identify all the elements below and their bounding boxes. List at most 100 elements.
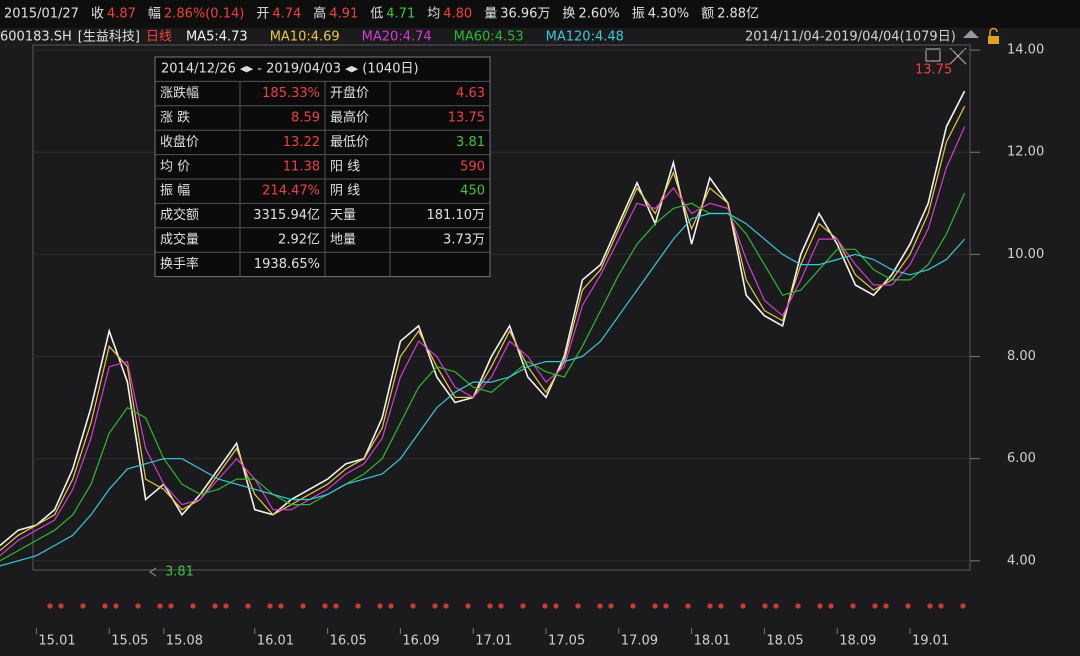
signal-marker [465, 603, 471, 609]
price-annotation: 3.81 [165, 565, 194, 580]
stat-value: 1938.65% [254, 257, 320, 272]
info-stock-name: [生益科技] [78, 30, 140, 45]
x-tick-label: 16.09 [402, 634, 439, 649]
signal-marker [322, 603, 328, 609]
signal-marker [223, 603, 229, 609]
signal-marker [168, 603, 174, 609]
signal-marker [190, 603, 196, 609]
x-tick-label: 15.01 [38, 634, 75, 649]
signal-marker [707, 603, 713, 609]
stat-label: 均 价 [160, 159, 190, 174]
signal-marker [685, 603, 691, 609]
signal-marker [300, 603, 306, 609]
ma-line [0, 212, 966, 567]
signal-marker [388, 603, 394, 609]
signal-marker [432, 603, 438, 609]
header-value: 2.86%(0.14) [164, 7, 244, 22]
x-tick-label: 17.01 [475, 634, 512, 649]
signal-marker [102, 603, 108, 609]
x-tick-label: 16.05 [330, 634, 367, 649]
toolbar-icons [925, 27, 999, 65]
signal-marker [597, 603, 603, 609]
ma-line [0, 90, 966, 547]
header-value: 4.91 [329, 7, 358, 22]
y-tick-label: 4.00 [1007, 553, 1036, 568]
signal-marker [652, 603, 658, 609]
stat-label: 阴 线 [330, 184, 360, 199]
x-tick-label: 18.01 [694, 634, 731, 649]
stat-label: 涨 跌 [160, 110, 190, 126]
signal-marker [355, 603, 361, 609]
header-label: 量 [484, 7, 497, 22]
signal-marker [542, 603, 548, 609]
stat-value: 181.10万 [427, 208, 486, 223]
signal-marker [575, 603, 581, 609]
stat-value: 450 [460, 184, 485, 199]
signal-marker [47, 603, 53, 609]
header-label: 换 [562, 7, 575, 22]
signal-marker [113, 603, 119, 609]
x-tick-label: 15.05 [111, 634, 148, 649]
signal-marker [960, 603, 966, 609]
x-tick-label: 17.05 [548, 634, 585, 649]
signal-marker [58, 603, 64, 609]
signal-marker [212, 603, 218, 609]
stat-value: 3315.94亿 [253, 208, 320, 223]
ma-line [0, 192, 966, 562]
legend-entry: MA20:4.74 [362, 30, 432, 45]
stat-label: 振 幅 [160, 184, 190, 199]
signal-marker [773, 603, 779, 609]
signal-marker [608, 603, 614, 609]
header-value: 4.74 [272, 7, 301, 22]
signal-marker [718, 603, 724, 609]
stat-value: 590 [460, 159, 485, 174]
stat-label: 换手率 [160, 256, 199, 272]
stat-value: 185.33% [262, 86, 320, 101]
stat-label: 开盘价 [330, 85, 369, 101]
header-label: 收 [91, 7, 104, 22]
stat-value: 4.63 [456, 86, 485, 101]
header-label: 高 [313, 6, 326, 22]
signal-marker [333, 603, 339, 609]
header-value: 4.87 [107, 7, 136, 22]
y-tick-label: 8.00 [1007, 349, 1036, 364]
x-tick-label: 18.09 [839, 634, 876, 649]
stat-label: 收盘价 [160, 134, 199, 150]
header-value: 4.80 [443, 7, 472, 22]
signal-marker [905, 603, 911, 609]
header-value: 4.71 [386, 7, 415, 22]
signal-marker [817, 603, 823, 609]
legend-entry: MA120:4.48 [546, 30, 624, 45]
stat-value: 11.38 [283, 159, 320, 174]
signal-marker [872, 603, 878, 609]
header-label: 均 [427, 7, 440, 22]
y-tick-label: 12.00 [1007, 145, 1044, 160]
signal-marker [850, 603, 856, 609]
header-value: 2.60% [578, 7, 619, 22]
signal-marker [135, 603, 141, 609]
header-label: 低 [370, 7, 383, 22]
info-period: 日线 [146, 30, 172, 45]
stat-value: 13.22 [283, 135, 320, 150]
stat-label: 成交额 [160, 207, 199, 223]
stat-value: 2.92亿 [278, 233, 320, 248]
plot-frame [32, 44, 971, 571]
signal-marker [828, 603, 834, 609]
signal-marker [80, 603, 86, 609]
stats-title: 2014/12/26 ◂▸ - 2019/04/03 ◂▸ (1040日) [161, 62, 419, 77]
legend-entry: MA5:4.73 [186, 30, 248, 45]
header-bar [0, 0, 1080, 28]
signal-marker [938, 603, 944, 609]
header-value: 2015/01/27 [4, 7, 79, 22]
signal-marker [795, 603, 801, 609]
signal-marker [278, 603, 284, 609]
header-label: 幅 [148, 7, 161, 22]
stat-value: 214.47% [262, 184, 320, 199]
signal-marker [245, 603, 251, 609]
stat-label: 阳 线 [330, 159, 360, 174]
stat-label: 涨跌幅 [160, 85, 199, 101]
x-tick-label: 16.01 [257, 634, 294, 649]
header-label: 开 [256, 7, 269, 22]
signal-marker [377, 603, 383, 609]
